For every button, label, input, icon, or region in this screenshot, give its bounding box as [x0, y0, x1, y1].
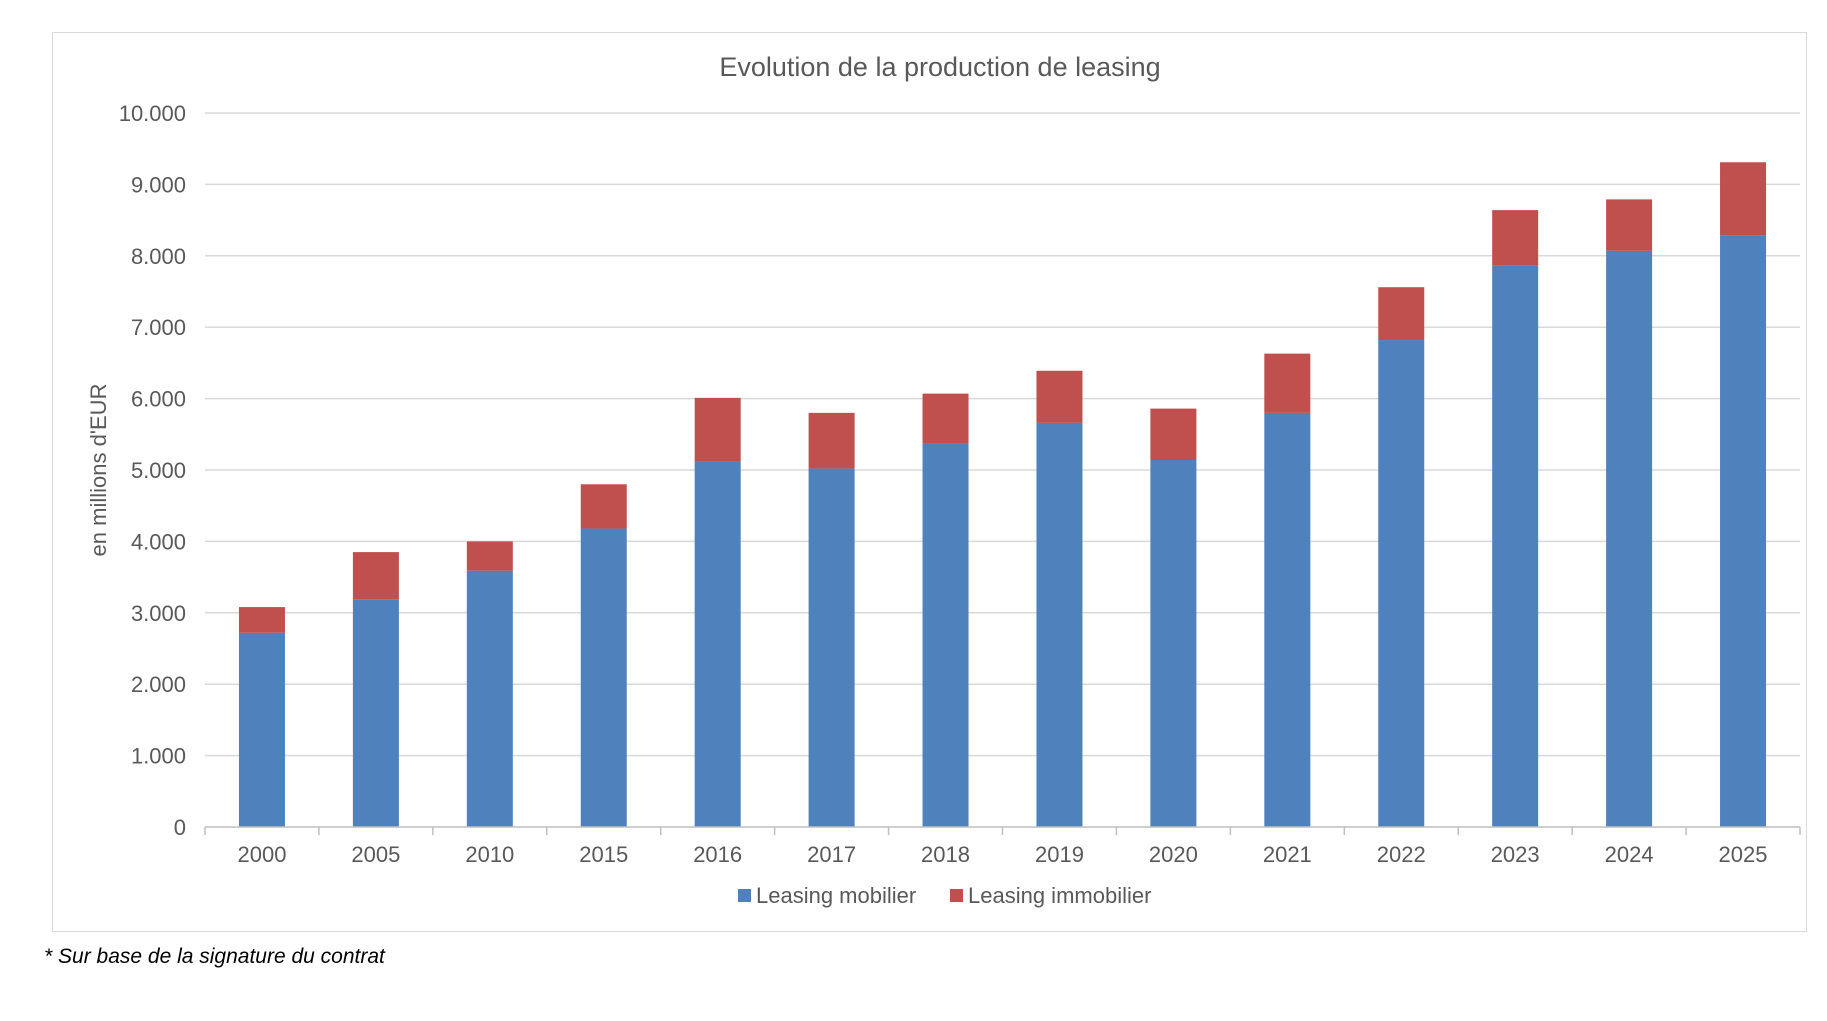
legend-label: Leasing immobilier	[968, 883, 1151, 908]
x-tick-label: 2023	[1491, 842, 1540, 867]
bar-leasing-immobilier	[1492, 210, 1539, 266]
y-tick-label: 3.000	[131, 601, 186, 626]
bar-leasing-mobilier	[580, 528, 627, 827]
bar-leasing-mobilier	[466, 570, 513, 827]
legend-label: Leasing mobilier	[756, 883, 916, 908]
y-tick-label: 10.000	[119, 101, 186, 126]
x-tick-label: 2016	[693, 842, 742, 867]
stacked-bar-chart: Evolution de la production de leasing en…	[86, 52, 1801, 908]
bar-leasing-mobilier	[808, 468, 855, 827]
bar-leasing-immobilier	[1264, 353, 1311, 413]
bar-leasing-immobilier	[580, 484, 627, 529]
x-tick-label: 2022	[1377, 842, 1426, 867]
y-tick-label: 1.000	[131, 744, 186, 769]
chart-title: Evolution de la production de leasing	[719, 52, 1160, 82]
bar-leasing-immobilier	[694, 397, 741, 462]
bar-leasing-mobilier	[1720, 235, 1767, 827]
x-tick-label: 2017	[807, 842, 856, 867]
bar-leasing-immobilier	[352, 552, 399, 600]
bar-leasing-mobilier	[1378, 340, 1425, 827]
legend: Leasing mobilier Leasing immobilier	[738, 883, 1151, 908]
x-tick-label: 2000	[237, 842, 286, 867]
bar-leasing-immobilier	[1036, 370, 1083, 423]
y-axis-label: en millions d'EUR	[86, 384, 111, 557]
y-tick-label: 4.000	[131, 529, 186, 554]
bar-leasing-mobilier	[1492, 265, 1539, 827]
footnote: * Sur base de la signature du contrat	[44, 945, 385, 968]
x-tick-labels: 2000 2005 2010 2015 2016 2017 2018 2019 2020 2021…	[237, 842, 1767, 867]
y-tick-label: 6.000	[131, 387, 186, 412]
bars	[238, 162, 1767, 827]
bar-leasing-mobilier	[1606, 250, 1653, 827]
x-tick-label: 2005	[351, 842, 400, 867]
bar-leasing-immobilier	[1606, 199, 1653, 251]
axes	[204, 826, 1801, 835]
y-tick-label: 8.000	[131, 244, 186, 269]
x-tick-label: 2024	[1605, 842, 1654, 867]
bar-leasing-mobilier	[694, 461, 741, 827]
y-tick-label: 9.000	[131, 172, 186, 197]
bar-leasing-mobilier	[352, 599, 399, 827]
legend-swatch	[738, 889, 751, 902]
bar-leasing-mobilier	[1036, 422, 1083, 827]
bar-leasing-immobilier	[922, 393, 969, 444]
bar-leasing-mobilier	[238, 632, 285, 827]
x-tick-label: 2021	[1263, 842, 1312, 867]
bar-leasing-immobilier	[1720, 162, 1767, 236]
y-tick-label: 7.000	[131, 315, 186, 340]
bar-leasing-immobilier	[1150, 408, 1197, 461]
x-tick-label: 2019	[1035, 842, 1084, 867]
legend-swatch	[950, 889, 963, 902]
bar-leasing-immobilier	[1378, 287, 1425, 341]
bar-leasing-immobilier	[238, 607, 285, 633]
bar-leasing-immobilier	[466, 541, 513, 571]
bar-leasing-mobilier	[1264, 412, 1311, 827]
y-tick-label: 2.000	[131, 672, 186, 697]
x-tick-label: 2025	[1719, 842, 1768, 867]
bar-leasing-mobilier	[1150, 460, 1197, 827]
gridlines	[205, 112, 1800, 757]
bar-leasing-mobilier	[922, 443, 969, 827]
bar-leasing-immobilier	[808, 412, 855, 469]
x-tick-label: 2018	[921, 842, 970, 867]
y-tick-label: 5.000	[131, 458, 186, 483]
y-tick-label: 0	[174, 815, 186, 840]
y-tick-labels: 0 1.000 2.000 3.000 4.000 5.000 6.000 7.000 8.00…	[119, 101, 186, 840]
x-tick-label: 2015	[579, 842, 628, 867]
x-tick-label: 2020	[1149, 842, 1198, 867]
x-tick-label: 2010	[465, 842, 514, 867]
